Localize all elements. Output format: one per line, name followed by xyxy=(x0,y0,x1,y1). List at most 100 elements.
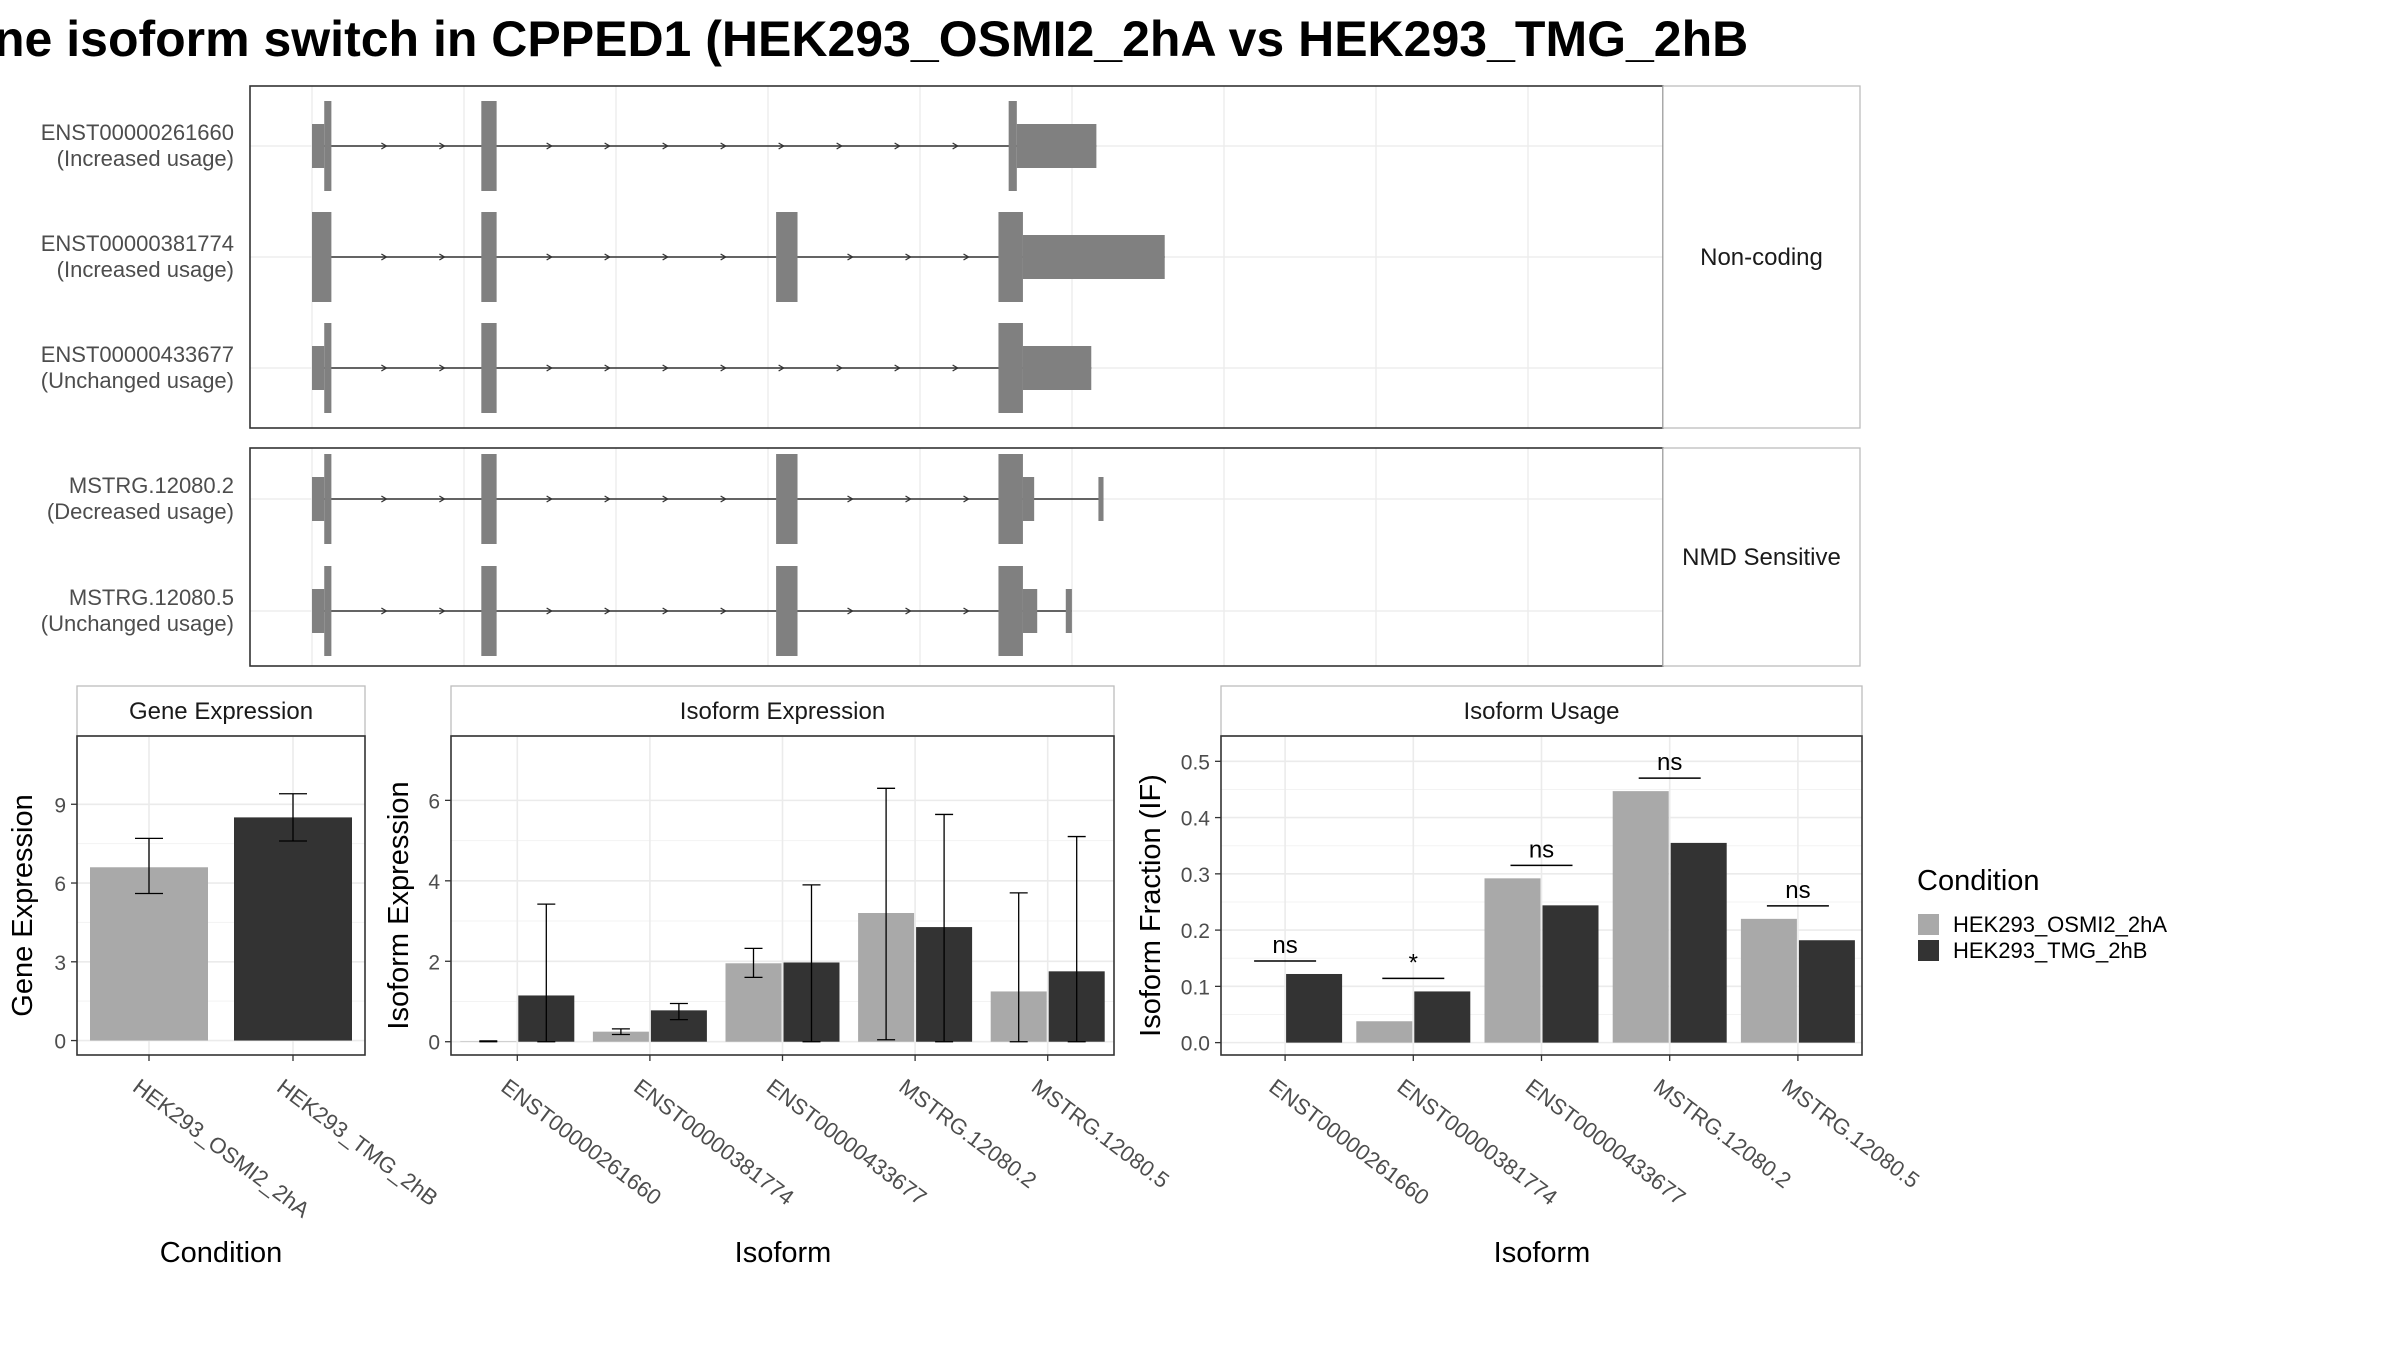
exon-block xyxy=(1065,589,1072,633)
exon-block xyxy=(998,566,1023,656)
significance-label: ns xyxy=(1529,836,1554,863)
y-tick-label: 9 xyxy=(54,794,66,817)
strand-arrow xyxy=(778,142,785,150)
strand-arrow xyxy=(905,607,912,615)
strand-arrow xyxy=(604,495,611,503)
strand-arrow xyxy=(381,495,388,503)
exon-block xyxy=(1022,346,1092,390)
exon-block xyxy=(1022,477,1035,521)
strand-arrow xyxy=(662,495,669,503)
bar xyxy=(592,1031,649,1042)
strand-arrow xyxy=(381,364,388,372)
exon-block xyxy=(776,566,798,656)
strand-arrow xyxy=(662,142,669,150)
strand-arrow xyxy=(778,364,785,372)
significance-label: ns xyxy=(1785,877,1810,904)
transcript-structure-panel: Non-coding ENST00000261660(Increased usag… xyxy=(41,85,1861,667)
strand-arrow xyxy=(905,253,912,261)
bar xyxy=(90,867,208,1041)
exon-block xyxy=(324,323,332,413)
strand-arrow xyxy=(604,253,611,261)
strand-arrow xyxy=(439,253,446,261)
y-axis-label: Gene Expression xyxy=(7,794,39,1016)
significance-label: ns xyxy=(1272,932,1297,959)
y-tick-label: 0.1 xyxy=(1181,976,1210,999)
transcript-usage: (Decreased usage) xyxy=(47,499,234,524)
strand-arrow xyxy=(720,495,727,503)
transcript-usage: (Increased usage) xyxy=(57,146,234,171)
strand-arrow xyxy=(963,253,970,261)
x-axis-label: Isoform xyxy=(735,1237,832,1269)
significance-label: ns xyxy=(1657,749,1682,776)
exon-block xyxy=(998,454,1023,544)
exon-block xyxy=(481,323,497,413)
strand-arrow xyxy=(381,607,388,615)
strip-label: Non-coding xyxy=(1700,244,1823,271)
condition-legend: Condition HEK293_OSMI2_2hA HEK293_TMG_2h… xyxy=(1917,865,2167,963)
y-tick-label: 6 xyxy=(54,873,66,896)
y-tick-label: 4 xyxy=(428,871,440,894)
strand-arrow xyxy=(836,142,843,150)
panel-strip xyxy=(76,685,366,737)
strand-arrow xyxy=(847,253,854,261)
strand-arrow xyxy=(546,142,553,150)
transcript-name: MSTRG.12080.2 xyxy=(69,473,234,498)
transcript-name: ENST00000381774 xyxy=(41,231,234,256)
strand-arrow xyxy=(894,142,901,150)
strip-label: NMD Sensitive xyxy=(1682,544,1841,571)
strand-arrow xyxy=(847,495,854,503)
bar xyxy=(1414,991,1471,1043)
exon-block xyxy=(312,212,332,302)
exon-block xyxy=(998,212,1023,302)
y-tick-label: 0 xyxy=(54,1031,66,1054)
strand-arrow xyxy=(439,607,446,615)
strand-arrow xyxy=(720,253,727,261)
transcript-usage: (Unchanged usage) xyxy=(41,368,234,393)
strand-arrow xyxy=(720,607,727,615)
strand-arrow xyxy=(952,142,959,150)
strip-box xyxy=(1662,85,1861,429)
strand-arrow xyxy=(546,607,553,615)
exon-block xyxy=(324,566,332,656)
exon-block xyxy=(312,346,325,390)
bar-panels: Gene Expression0369HEK293_OSMI2_2hAHEK29… xyxy=(7,685,1924,1269)
strand-arrow xyxy=(439,142,446,150)
strand-arrow xyxy=(894,364,901,372)
exon-block xyxy=(481,101,497,191)
strand-arrow xyxy=(439,364,446,372)
legend-label-cond2: HEK293_TMG_2hB xyxy=(1953,938,2147,963)
exon-block xyxy=(998,323,1023,413)
strand-arrow xyxy=(905,495,912,503)
strand-arrow xyxy=(604,142,611,150)
transcript-name: ENST00000433677 xyxy=(41,342,234,367)
bar xyxy=(234,817,352,1041)
exon-block xyxy=(1008,101,1017,191)
strand-arrow xyxy=(381,253,388,261)
exon-block xyxy=(1022,235,1165,279)
exon-block xyxy=(1016,124,1097,168)
x-axis-label: Isoform xyxy=(1494,1237,1591,1269)
significance-label: * xyxy=(1409,949,1418,976)
panel-strip xyxy=(1220,685,1863,737)
figure-title: ne isoform switch in CPPED1 (HEK293_OSMI… xyxy=(0,11,1748,67)
bar xyxy=(1798,940,1855,1043)
y-tick-label: 0.4 xyxy=(1181,808,1211,831)
y-axis-label: Isoform Expression xyxy=(383,781,415,1029)
exon-block xyxy=(776,212,798,302)
exon-block xyxy=(324,454,332,544)
exon-block xyxy=(776,454,798,544)
panel-title: Isoform Expression xyxy=(680,698,885,725)
strand-arrow xyxy=(662,364,669,372)
bar xyxy=(1670,842,1727,1043)
y-axis-label: Isoform Fraction (IF) xyxy=(1135,774,1167,1037)
panel-title: Isoform Usage xyxy=(1463,698,1619,725)
strand-arrow xyxy=(546,253,553,261)
y-tick-label: 0 xyxy=(428,1032,440,1055)
transcript-name: ENST00000261660 xyxy=(41,120,234,145)
bar xyxy=(1286,973,1343,1043)
x-tick-label: MSTRG.12080.5 xyxy=(1777,1074,1924,1193)
x-tick-label: MSTRG.12080.5 xyxy=(1027,1074,1174,1193)
exon-block xyxy=(1022,589,1038,633)
y-tick-label: 0.0 xyxy=(1181,1033,1210,1056)
